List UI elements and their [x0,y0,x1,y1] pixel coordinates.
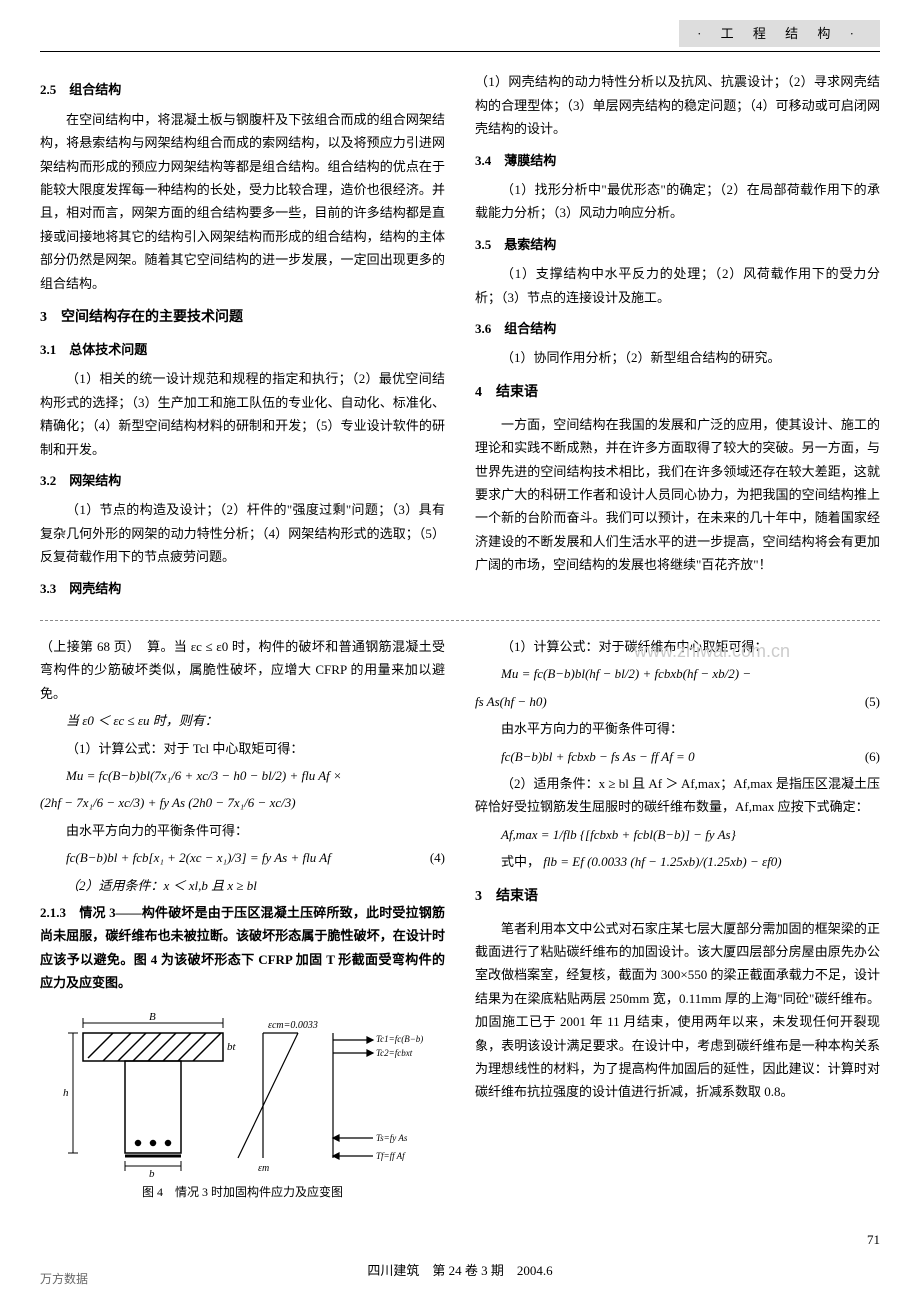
sec-3-3-title: 3.3 网壳结构 [40,577,445,600]
sec-3-2-title: 3.2 网架结构 [40,469,445,492]
strain-em: εm [258,1163,269,1174]
sec-3-4-para: （1）找形分析中"最优形态"的确定；（2）在局部荷载作用下的承载能力分析；（3）… [475,178,880,225]
continuation-para: （上接第 68 页） 算。当 εc ≤ ε0 时，构件的破坏和普通钢筋混凝土受弯… [40,635,445,705]
article-divider [40,620,880,621]
sec-4-title: 4 结束语 [475,380,880,405]
sec-2-5-title: 2.5 组合结构 [40,78,445,101]
sec-3-1-title: 3.1 总体技术问题 [40,338,445,361]
calc1-label-r: （1）计算公式：对于碳纤维布中心取矩可得： [475,635,880,658]
force-Tc1: Tc1=fc(B−b)bt [376,1034,423,1044]
equation-Mu-line2: (2hf − 7x₁/6 − xc/3) + fy As (2h0 − 7x₁/… [40,791,445,814]
equation-6: fc(B−b)bl + fcbxb − fs As − ff Af = 0 (6… [475,745,880,768]
force-Tc2: Tc2=fcbxt [376,1048,413,1058]
balance-label-r: 由水平方向力的平衡条件可得： [475,717,880,740]
sec-4-para: 一方面，空间结构在我国的发展和广泛的应用，使其设计、施工的理论和实践不断成熟，并… [475,413,880,577]
sec-3-title: 3 空间结构存在的主要技术问题 [40,305,445,330]
sec-2-1-3-para: 2.1.3 情况 3——构件破坏是由于压区混凝土压碎所致，此时受拉钢筋尚未屈服，… [40,901,445,995]
sec-3-conclusion-title: 3 结束语 [475,884,880,909]
figure-4: B b h bt [40,1008,445,1204]
sec-3-5-title: 3.5 悬索结构 [475,233,880,256]
upper-left-col: 2.5 组合结构 在空间结构中，将混凝土板与钢腹杆及下弦组合而成的组合网架结构，… [40,70,445,606]
header-label: · 工 程 结 构 · [679,20,880,47]
figure-4-caption: 图 4 情况 3 时加固构件应力及应变图 [40,1182,445,1204]
header-rule [40,51,880,52]
journal-section-header: · 工 程 结 构 · [40,20,880,47]
sec-2-5-para: 在空间结构中，将混凝土板与钢腹杆及下弦组合而成的组合网架结构，将悬索结构与网架结… [40,108,445,295]
lower-left-col: （上接第 68 页） 算。当 εc ≤ ε0 时，构件的破坏和普通钢筋混凝土受弯… [40,635,445,1210]
sec-3-3-para: （1）网壳结构的动力特性分析以及抗风、抗震设计；（2）寻求网壳结构的合理型体；（… [475,70,880,140]
sec-3-conclusion-para: 笔者利用本文中公式对石家庄某七层大厦部分需加固的框架梁的正截面进行了粘贴碳纤维布… [475,917,880,1104]
sec-3-5-para: （1）支撑结构中水平反力的处理；（2）风荷载作用下的受力分析；（3）节点的连接设… [475,262,880,309]
upper-article: 2.5 组合结构 在空间结构中，将混凝土板与钢腹杆及下弦组合而成的组合网架结构，… [40,70,880,606]
equation-4: fc(B−b)bl + fcb[x₁ + 2(xc − x₁)/3] = fy … [40,846,445,869]
force-Ts: Ts=fy As [376,1133,408,1143]
sec-3-6-para: （1）协同作用分析；（2）新型组合结构的研究。 [475,346,880,369]
lower-article: （上接第 68 页） 算。当 εc ≤ ε0 时，构件的破坏和普通钢筋混凝土受弯… [40,635,880,1210]
balance-label: 由水平方向力的平衡条件可得： [40,819,445,842]
figure-4-svg: B b h bt [63,1008,423,1178]
force-Tf: Tf=ff Af [376,1151,406,1161]
applicable-cond-2: （2）适用条件：x ＜ xl,b 且 x ≥ bl [40,874,445,897]
condition-line: 当 ε0 ＜ εc ≤ εu 时，则有： [40,709,445,732]
lower-right-col: （1）计算公式：对于碳纤维布中心取矩可得： Mu = fc(B−b)bl(hf … [475,635,880,1210]
dim-h: h [63,1087,69,1099]
flb-line: 式中， flb = Ef (0.0033 (hf − 1.25xb)/(1.25… [475,850,880,873]
dim-bt: bt [227,1041,237,1053]
equation-Mu-line1: Mu = fc(B−b)bl(7x₁/6 + xc/3 − h0 − bl/2)… [40,764,445,787]
equation-5-line1: Mu = fc(B−b)bl(hf − bl/2) + fcbxb(hf − x… [475,662,880,685]
calc1-label: （1）计算公式：对于 Tcl 中心取矩可得： [40,737,445,760]
sec-3-2-para: （1）节点的构造及设计；（2）杆件的"强度过剩"问题；（3）具有复杂几何外形的网… [40,498,445,568]
equation-5-line2: fs As(hf − h0) (5) [475,690,880,713]
cond2-para: （2）适用条件：x ≥ bl 且 Af ＞ Af,max；Af,max 是指压区… [475,772,880,819]
sec-3-1-para: （1）相关的统一设计规范和规程的指定和执行；（2）最优空间结构形式的选择；（3）… [40,367,445,461]
dim-B: B [149,1011,156,1023]
sec-3-6-title: 3.6 组合结构 [475,317,880,340]
sec-3-4-title: 3.4 薄膜结构 [475,149,880,172]
dim-b: b [149,1168,155,1178]
strain-ecm: εcm=0.0033 [268,1020,318,1031]
equation-Afmax: Af,max = 1/flb {[fcbxb + fcbl(B−b)] − fy… [475,823,880,846]
page-number: 71 [40,1228,880,1251]
upper-right-col: （1）网壳结构的动力特性分析以及抗风、抗震设计；（2）寻求网壳结构的合理型体；（… [475,70,880,606]
